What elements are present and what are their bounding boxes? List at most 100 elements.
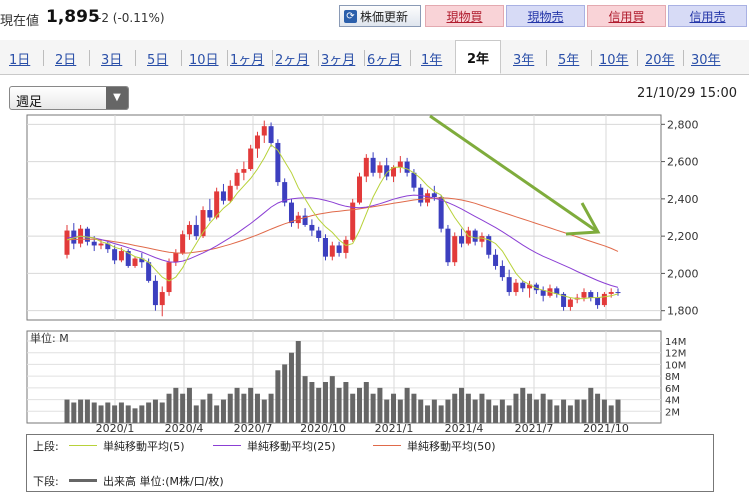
volume-bar	[472, 399, 478, 423]
candle-down	[588, 292, 594, 298]
trend-arrow-shaft	[429, 114, 599, 234]
tab-2y[interactable]: 2年	[455, 40, 501, 74]
candle-down	[554, 288, 560, 294]
price-tick-label: 2,000	[667, 267, 699, 280]
volume-bar	[91, 402, 97, 423]
ma25-line	[66, 194, 619, 288]
x-tick-label: 2021/4	[445, 422, 484, 435]
tab-30y[interactable]: 30年	[691, 53, 721, 68]
volume-bar	[384, 399, 390, 423]
candle-down	[404, 161, 410, 173]
trend-arrow-head	[565, 202, 601, 236]
volume-bar	[234, 387, 240, 423]
x-tick-label: 2020/4	[165, 422, 204, 435]
tab-separator	[227, 50, 228, 66]
cash-sell-button[interactable]: 現物売	[506, 5, 585, 27]
legend-ma25-swatch	[213, 445, 241, 446]
legend-ma50-text: 単純移動平均(50)	[407, 440, 496, 453]
tab-separator	[546, 50, 547, 66]
candle-up	[227, 185, 233, 201]
tab-10d[interactable]: 10日	[189, 53, 219, 68]
candle-up	[186, 224, 192, 235]
candle-up	[363, 157, 369, 177]
tab-10y[interactable]: 10年	[599, 53, 629, 68]
tab-1d[interactable]: 1日	[9, 53, 31, 68]
x-tick-label: 2020/7	[234, 422, 273, 435]
volume-bar	[282, 364, 288, 423]
tab-1m[interactable]: 1ヶ月	[230, 53, 265, 68]
candle-up	[527, 284, 533, 289]
candle-up	[601, 293, 607, 306]
candle-down	[139, 258, 145, 263]
volume-bar	[397, 399, 403, 423]
volume-bar	[125, 405, 131, 423]
candle-up	[180, 234, 186, 253]
legend-ma50-swatch	[373, 445, 401, 446]
tab-5d[interactable]: 5日	[147, 53, 169, 68]
volume-bar	[316, 387, 322, 423]
volume-bar	[574, 399, 580, 423]
volume-bar	[268, 393, 274, 423]
tab-1y[interactable]: 1年	[421, 53, 443, 68]
tab-separator	[318, 50, 319, 66]
volume-tick-label: 12M	[665, 349, 686, 360]
candle-down	[445, 228, 451, 263]
volume-tick-label: 14M	[665, 337, 686, 348]
tab-20y[interactable]: 20年	[645, 53, 675, 68]
volume-bar	[227, 393, 233, 423]
tab-3y[interactable]: 3年	[513, 53, 535, 68]
tab-3d[interactable]: 3日	[101, 53, 123, 68]
candle-down	[268, 126, 274, 143]
tab-2d[interactable]: 2日	[55, 53, 77, 68]
candle-up	[64, 230, 70, 255]
candle-down	[438, 197, 444, 229]
tab-3m[interactable]: 3ヶ月	[321, 53, 356, 68]
candle-down	[220, 191, 226, 201]
cash-buy-button[interactable]: 現物買	[425, 5, 504, 27]
volume-bar	[105, 402, 111, 423]
ma50-line	[66, 197, 619, 254]
price-tick-label: 2,400	[667, 193, 699, 206]
volume-bar	[533, 399, 539, 423]
volume-bar	[112, 405, 118, 423]
volume-bar	[493, 405, 499, 423]
volume-bar	[248, 387, 254, 423]
candle-down	[322, 238, 328, 257]
volume-bar	[302, 376, 308, 423]
tab-6m[interactable]: 6ヶ月	[367, 53, 402, 68]
volume-bar	[513, 393, 519, 423]
margin-buy-button[interactable]: 信用買	[587, 5, 666, 27]
volume-bar	[193, 405, 199, 423]
volume-bar	[336, 387, 342, 423]
current-price: 1,895	[46, 7, 100, 27]
candle-up	[377, 165, 383, 173]
candle-up	[118, 251, 124, 261]
tab-separator	[43, 50, 44, 66]
candle-up	[425, 193, 431, 203]
tab-2m[interactable]: 2ヶ月	[275, 53, 310, 68]
volume-bar	[350, 393, 356, 423]
candle-down	[316, 230, 322, 238]
candle-up	[200, 210, 206, 237]
volume-bar	[370, 393, 376, 423]
candle-up	[350, 202, 356, 240]
period-select[interactable]: 週足 ▼	[9, 86, 129, 110]
candle-down	[472, 230, 478, 242]
candle-up	[479, 236, 485, 242]
margin-sell-button[interactable]: 信用売	[668, 5, 747, 27]
tab-separator	[89, 50, 90, 66]
volume-tick-label: 10M	[665, 360, 686, 371]
legend-volume-text: 出来高 単位:(M株/口/枚)	[103, 475, 224, 488]
volume-bar	[241, 393, 247, 423]
volume-bar	[139, 405, 145, 423]
candle-up	[608, 292, 614, 294]
candle-up	[234, 172, 240, 186]
candle-up	[261, 126, 267, 136]
tab-5y[interactable]: 5年	[558, 53, 580, 68]
candle-up	[452, 236, 458, 263]
volume-bar	[527, 393, 533, 423]
volume-bar	[445, 399, 451, 423]
refresh-price-button[interactable]: ⟳ 株価更新	[339, 5, 421, 27]
price-label: 現在値	[0, 14, 40, 29]
